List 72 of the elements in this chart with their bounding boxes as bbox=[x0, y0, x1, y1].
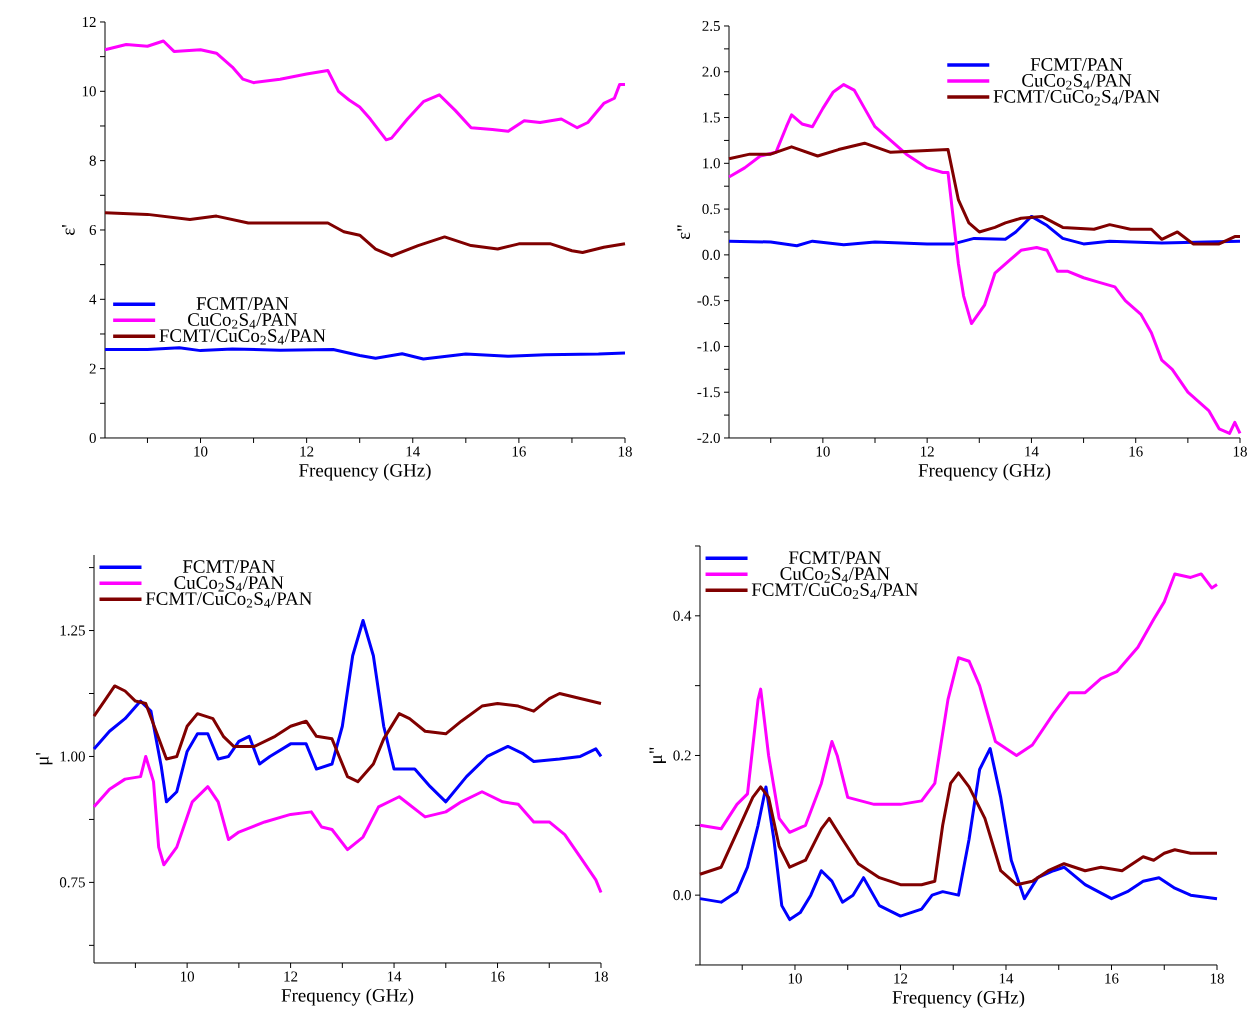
y-tick-label: 0.0 bbox=[673, 890, 691, 901]
y-tick-label: 0.2 bbox=[673, 750, 691, 761]
x-tick-label: 12 bbox=[920, 446, 934, 457]
y-tick-label: 1.00 bbox=[60, 751, 85, 762]
x-tick-label: 18 bbox=[1233, 446, 1247, 457]
x-tick-label: 12 bbox=[300, 446, 314, 457]
y-tick-label: 4 bbox=[89, 294, 97, 305]
y-tick-label: 10 bbox=[82, 86, 96, 97]
y-tick-label: 0.4 bbox=[673, 610, 692, 621]
legend-label: FCMT/CuCo$_{2}$S$_{4}$/PAN bbox=[751, 583, 919, 599]
x-tick-label: 10 bbox=[180, 971, 195, 982]
y-tick-label: 1.0 bbox=[703, 158, 720, 169]
y-tick-label: 2.5 bbox=[702, 20, 720, 32]
x-tick-label: 10 bbox=[788, 973, 802, 984]
x-tick-label: 14 bbox=[406, 446, 420, 457]
line-series bbox=[698, 771, 1219, 887]
x-tick-label: 16 bbox=[1129, 446, 1143, 457]
y-tick-label: 12 bbox=[82, 17, 96, 27]
x-axis-title: Frequency (GHz) bbox=[299, 463, 431, 481]
x-axis-title: Frequency (GHz) bbox=[918, 463, 1051, 481]
x-tick-label: 10 bbox=[194, 446, 208, 457]
legend-label: FCMT/PAN bbox=[1030, 58, 1123, 71]
line-series bbox=[103, 39, 627, 142]
legend-label: FCMT/CuCo$_{2}$S$_{4}$/PAN bbox=[993, 90, 1160, 106]
legend-label: FCMT/CuCo$_{2}$S$_{4}$/PAN bbox=[145, 592, 312, 608]
x-tick-label: 10 bbox=[816, 446, 830, 457]
line-series bbox=[698, 747, 1219, 922]
y-axis-title: μ' bbox=[36, 753, 53, 765]
x-axis-title: Frequency (GHz) bbox=[892, 990, 1025, 1008]
legend-label: CuCo$_{2}$S$_{4}$/PAN bbox=[780, 567, 890, 583]
y-tick-label: -2.0 bbox=[697, 432, 720, 444]
y-tick-label: 1.5 bbox=[703, 112, 720, 123]
line-series bbox=[92, 684, 603, 784]
y-tick-label: 1.25 bbox=[60, 625, 85, 636]
y-tick-label: 0 bbox=[89, 432, 96, 444]
y-tick-label: 8 bbox=[89, 155, 96, 166]
line-series bbox=[727, 141, 1242, 246]
line-series bbox=[103, 346, 627, 361]
y-axis-title: μ" bbox=[649, 747, 666, 763]
legend-label: CuCo$_{2}$S$_{4}$/PAN bbox=[188, 313, 298, 329]
y-tick-label: -0.5 bbox=[697, 295, 720, 306]
x-axis-title: Frequency (GHz) bbox=[281, 988, 414, 1006]
y-tick-label: -1.5 bbox=[697, 387, 720, 398]
x-tick-label: 18 bbox=[618, 446, 632, 457]
legend-label: FCMT/PAN bbox=[196, 297, 289, 310]
y-tick-label: 2 bbox=[89, 363, 96, 374]
line-series bbox=[727, 214, 1242, 248]
legend-label: CuCo$_{2}$S$_{4}$/PAN bbox=[1022, 74, 1132, 90]
x-tick-label: 16 bbox=[512, 446, 526, 457]
x-tick-label: 14 bbox=[387, 971, 402, 982]
line-series bbox=[92, 618, 603, 804]
y-tick-label: 0.75 bbox=[59, 877, 85, 888]
y-tick-label: 0.0 bbox=[702, 249, 720, 260]
x-tick-label: 18 bbox=[1210, 973, 1224, 984]
x-tick-label: 18 bbox=[594, 971, 608, 982]
x-tick-label: 16 bbox=[1105, 973, 1119, 984]
x-tick-label: 14 bbox=[1025, 446, 1039, 457]
y-tick-label: -1.0 bbox=[697, 341, 720, 352]
x-tick-label: 14 bbox=[999, 973, 1014, 984]
x-tick-label: 12 bbox=[284, 971, 298, 982]
y-axis-title: ε' bbox=[62, 225, 75, 235]
legend-label: FCMT/CuCo$_{2}$S$_{4}$/PAN bbox=[159, 329, 326, 345]
legend-label: FCMT/PAN bbox=[788, 551, 881, 564]
legend-label: CuCo$_{2}$S$_{4}$/PAN bbox=[174, 576, 284, 592]
y-tick-label: 0.5 bbox=[702, 204, 720, 215]
y-tick-label: 2.0 bbox=[702, 66, 720, 77]
line-series bbox=[92, 754, 603, 894]
y-tick-label: 6 bbox=[89, 224, 97, 235]
y-axis-title: ε" bbox=[677, 225, 690, 240]
legend-label: FCMT/PAN bbox=[182, 560, 275, 573]
x-tick-label: 16 bbox=[491, 971, 505, 982]
x-tick-label: 12 bbox=[894, 973, 908, 984]
